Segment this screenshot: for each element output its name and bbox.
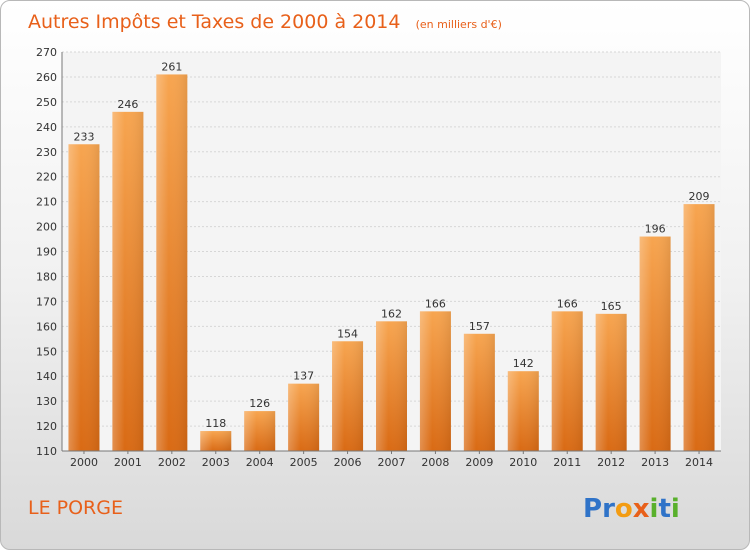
axes: 110 120 130 140 150 160 170 180 190 200 210 220 230 2…: [36, 46, 721, 469]
value-label: 137: [293, 370, 314, 383]
bar-shade-2009: [463, 333, 495, 451]
bar-shade-2010: [507, 371, 539, 451]
chart-title: Autres Impôts et Taxes de 2000 à 2014 (e…: [28, 11, 502, 33]
bar-shade-2007: [376, 321, 407, 451]
logo-letter: x: [633, 494, 650, 524]
y-tick-label: 240: [36, 121, 57, 134]
bar-shade-2008: [419, 311, 451, 451]
x-tick-label: 2012: [597, 456, 625, 469]
bars: 233 246 261 118 126 137 154 162 166 157 142 166 165 1…: [68, 60, 715, 452]
logo-letter: P: [583, 494, 602, 524]
bar-shade-2000: [68, 144, 100, 452]
y-tick-label: 230: [36, 146, 57, 159]
y-tick-label: 220: [36, 171, 57, 184]
y-tick-label: 190: [36, 246, 57, 259]
value-label: 209: [689, 190, 710, 203]
y-tick-label: 130: [36, 395, 57, 408]
x-tick-label: 2006: [334, 456, 362, 469]
value-label: 196: [645, 223, 666, 236]
bar-shade-2005: [288, 383, 320, 451]
proxiti-logo: Proxiti: [583, 494, 680, 524]
value-label: 157: [469, 320, 490, 333]
x-tick-label: 2000: [70, 456, 98, 469]
y-tick-label: 210: [36, 196, 57, 209]
y-tick-label: 170: [36, 295, 57, 308]
x-tick-label: 2001: [114, 456, 142, 469]
bar-shade-2004: [244, 411, 276, 451]
y-tick-label: 250: [36, 96, 57, 109]
x-tick-label: 2011: [553, 456, 581, 469]
logo-letter: t: [658, 494, 670, 524]
logo-letter: i: [671, 494, 680, 524]
y-tick-label: 180: [36, 270, 57, 283]
value-label: 166: [557, 297, 578, 310]
logo-letter: r: [602, 494, 615, 524]
bar-shade-2012: [595, 313, 627, 451]
y-tick-label: 140: [36, 370, 57, 383]
value-label: 162: [381, 307, 402, 320]
y-tick-label: 200: [36, 221, 57, 234]
logo-letter: o: [615, 494, 633, 524]
bar-shade-2003: [200, 431, 232, 451]
bar-shade-2006: [332, 341, 364, 451]
bar-shade-2001: [112, 111, 144, 451]
logo-letter: i: [650, 494, 659, 524]
value-label: 165: [601, 300, 622, 313]
value-label: 233: [73, 130, 94, 143]
y-tick-label: 110: [36, 445, 57, 458]
y-tick-label: 160: [36, 320, 57, 333]
x-tick-label: 2005: [290, 456, 318, 469]
bar-shade-2002: [156, 74, 188, 451]
value-label: 118: [205, 417, 226, 430]
y-tick-label: 120: [36, 420, 57, 433]
x-tick-label: 2010: [509, 456, 537, 469]
value-label: 246: [117, 98, 138, 111]
x-tick-label: 2009: [465, 456, 493, 469]
y-tick-label: 150: [36, 345, 57, 358]
value-label: 166: [425, 297, 446, 310]
x-tick-label: 2014: [685, 456, 713, 469]
x-tick-label: 2013: [641, 456, 669, 469]
location-label: LE PORGE: [28, 497, 123, 519]
x-tick-label: 2003: [202, 456, 230, 469]
bar-shade-2014: [683, 204, 715, 451]
bar-shade-2011: [551, 311, 583, 451]
y-tick-label: 270: [36, 46, 57, 59]
x-tick-label: 2004: [246, 456, 274, 469]
x-tick-label: 2007: [378, 456, 406, 469]
value-label: 261: [161, 60, 182, 73]
y-tick-label: 260: [36, 71, 57, 84]
x-tick-label: 2002: [158, 456, 186, 469]
value-label: 142: [513, 357, 534, 370]
value-label: 154: [337, 327, 358, 340]
x-tick-label: 2008: [421, 456, 449, 469]
bar-shade-2013: [639, 236, 671, 451]
value-label: 126: [249, 397, 270, 410]
